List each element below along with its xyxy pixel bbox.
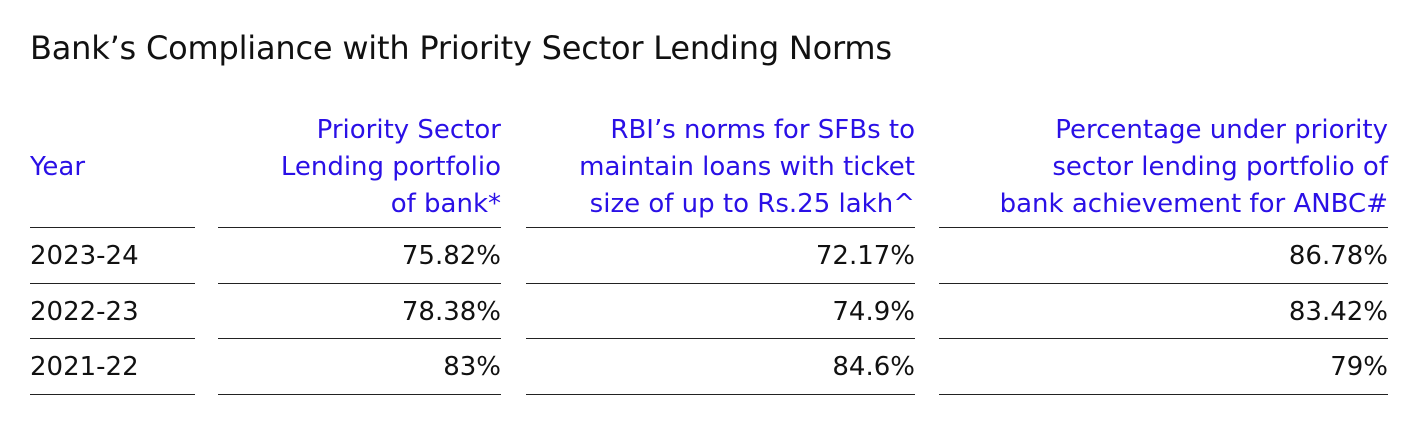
header-line: RBI’s norms for SFBs to	[610, 115, 915, 145]
table-cell-rbi-norms: 74.9%	[526, 284, 915, 340]
header-line: Lending portfolio	[280, 152, 501, 182]
header-line: bank achievement for ANBC#	[999, 189, 1388, 219]
table-cell-psl-portfolio: 83%	[218, 339, 501, 395]
column-year: Year 2023-24 2022-23 2021-22	[30, 108, 195, 395]
header-line: Priority Sector	[316, 115, 501, 145]
column-psl-portfolio: Priority Sector Lending portfolio of ban…	[218, 108, 501, 395]
header-line: size of up to Rs.25 lakh^	[589, 189, 915, 219]
column-header-psl-portfolio: Priority Sector Lending portfolio of ban…	[218, 108, 501, 228]
column-header-year: Year	[30, 108, 195, 228]
page-title: Bank’s Compliance with Priority Sector L…	[30, 29, 892, 67]
column-header-anbc-achievement: Percentage under priority sector lending…	[939, 108, 1388, 228]
table-cell-anbc-achievement: 86.78%	[939, 228, 1388, 284]
table-cell-rbi-norms: 84.6%	[526, 339, 915, 395]
table-cell-psl-portfolio: 75.82%	[218, 228, 501, 284]
table-cell-psl-portfolio: 78.38%	[218, 284, 501, 340]
table-cell-rbi-norms: 72.17%	[526, 228, 915, 284]
header-line: maintain loans with ticket	[579, 152, 915, 182]
column-rbi-norms: RBI’s norms for SFBs to maintain loans w…	[526, 108, 915, 395]
header-line: Percentage under priority	[1055, 115, 1388, 145]
table-cell-year: 2021-22	[30, 339, 195, 395]
table-cell-year: 2022-23	[30, 284, 195, 340]
table-cell-anbc-achievement: 83.42%	[939, 284, 1388, 340]
header-line: sector lending portfolio of	[1052, 152, 1388, 182]
table-cell-year: 2023-24	[30, 228, 195, 284]
column-header-rbi-norms: RBI’s norms for SFBs to maintain loans w…	[526, 108, 915, 228]
header-line: Year	[30, 152, 86, 182]
column-anbc-achievement: Percentage under priority sector lending…	[939, 108, 1388, 395]
table-cell-anbc-achievement: 79%	[939, 339, 1388, 395]
header-line: of bank*	[390, 189, 501, 219]
